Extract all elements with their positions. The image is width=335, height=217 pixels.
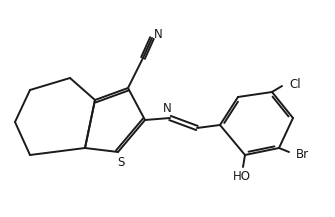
Text: S: S — [117, 156, 125, 168]
Text: Br: Br — [295, 148, 309, 161]
Text: N: N — [162, 102, 172, 115]
Text: Cl: Cl — [289, 77, 301, 90]
Text: N: N — [154, 28, 162, 41]
Text: HO: HO — [233, 171, 251, 184]
